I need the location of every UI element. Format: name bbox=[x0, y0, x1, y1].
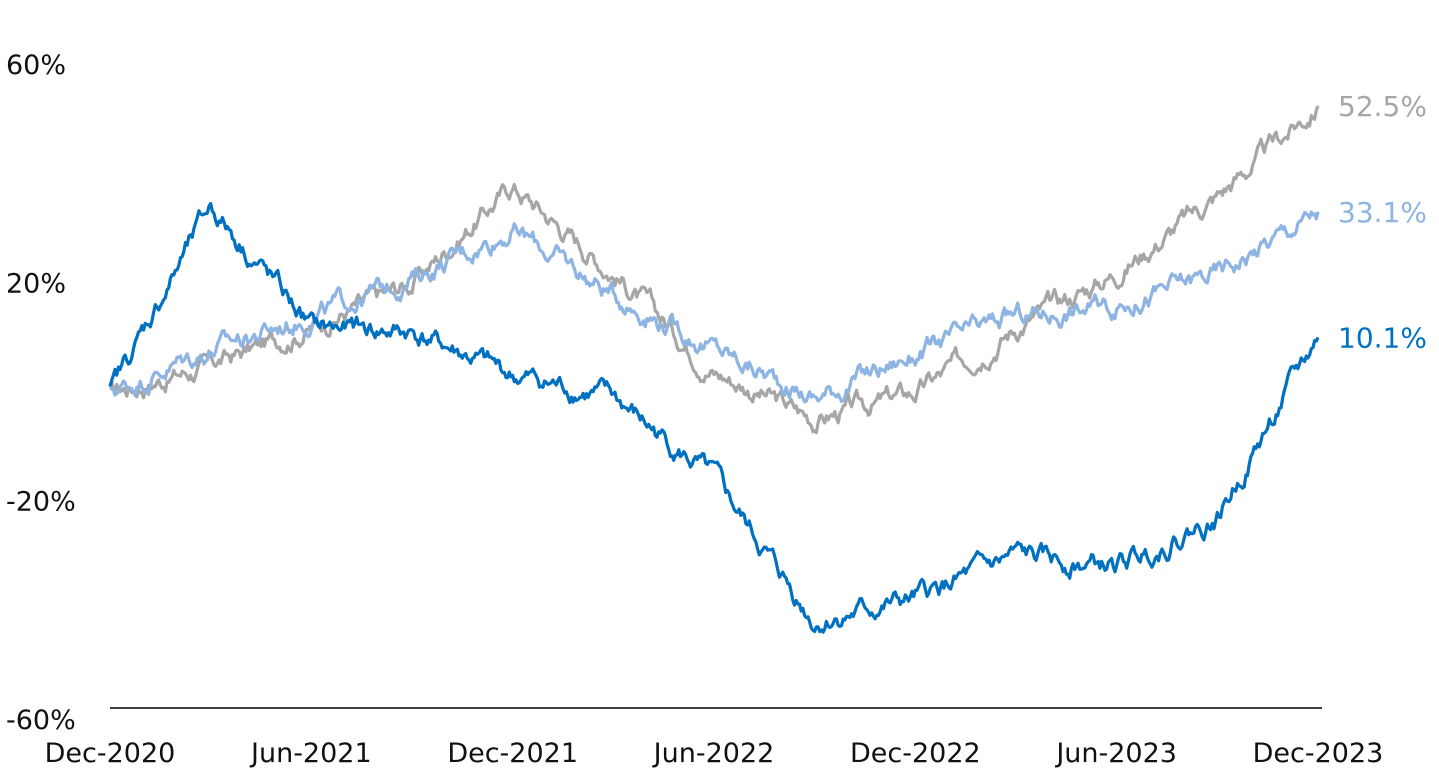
x-tick-label: Jun-2021 bbox=[249, 738, 372, 769]
series-end-label: 10.1% bbox=[1338, 321, 1427, 354]
series-end-label: 33.1% bbox=[1338, 196, 1427, 229]
series-line bbox=[108, 105, 1320, 435]
x-tick-label: Jun-2023 bbox=[1054, 738, 1177, 769]
y-tick-label: 20% bbox=[6, 268, 66, 299]
series-end-label: 52.5% bbox=[1338, 90, 1427, 123]
x-tick-label: Dec-2021 bbox=[447, 738, 578, 769]
series-lines bbox=[108, 105, 1320, 634]
y-tick-label: -20% bbox=[6, 487, 76, 518]
x-axis-ticks: Dec-2020 Jun-2021 Dec-2021 Jun-2022 Dec-2022… bbox=[45, 738, 1384, 769]
y-axis-ticks: 60% 20% -20% -60% bbox=[6, 50, 76, 736]
x-tick-label: Dec-2020 bbox=[45, 738, 176, 769]
x-tick-label: Jun-2022 bbox=[652, 738, 775, 769]
x-tick-label: Dec-2022 bbox=[850, 738, 981, 769]
series-line bbox=[108, 202, 1320, 634]
y-tick-label: 60% bbox=[6, 50, 66, 81]
series-line bbox=[108, 210, 1320, 404]
series-end-labels: 52.5% 33.1% 10.1% bbox=[1338, 90, 1427, 354]
y-tick-label: -60% bbox=[6, 705, 76, 736]
x-tick-label: Dec-2023 bbox=[1253, 738, 1384, 769]
